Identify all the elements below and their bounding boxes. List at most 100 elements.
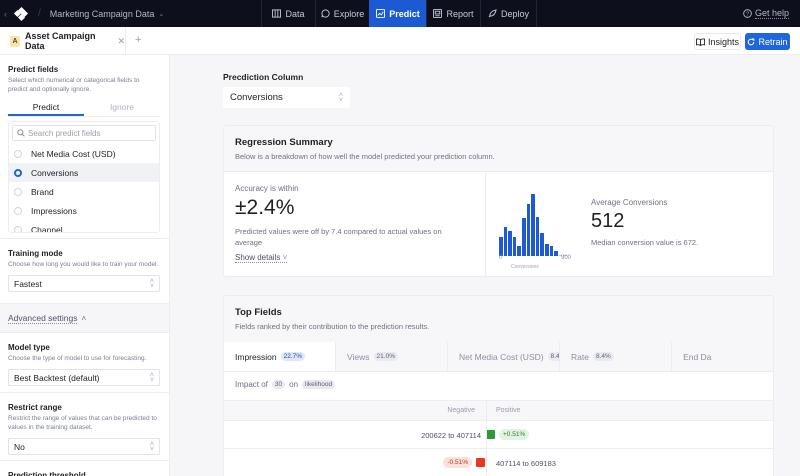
training-mode-select[interactable]: Fastest ˄ ˅ — [8, 275, 160, 292]
tab-asset-campaign-data[interactable]: A Asset Campaign Data ✕ — [0, 27, 126, 55]
section-description: Select which numerical or categorical fi… — [8, 77, 140, 93]
model-type-select[interactable]: Best Backtest (default) ˄ ˅ — [8, 369, 160, 386]
card-description: Fields ranked by their contribution to t… — [235, 322, 430, 331]
get-help-link[interactable]: ? Get help — [743, 0, 789, 27]
histogram-bar — [526, 203, 531, 256]
section-title: Model type — [8, 343, 50, 352]
nav-tab-deploy[interactable]: Deploy — [480, 0, 536, 27]
histogram-bar — [535, 216, 540, 256]
nav-tab-explore[interactable]: Explore — [315, 0, 369, 27]
table-row: -0.51% 407114 to 609183 — [224, 449, 773, 476]
x-tick-min: 0 — [499, 255, 503, 261]
histogram-bar — [508, 230, 512, 256]
section-title: Predict fields — [8, 65, 59, 74]
field-tab-views[interactable]: Views 21.0% — [336, 342, 449, 371]
field-option-impressions[interactable]: Impressions — [9, 201, 159, 220]
show-details-link[interactable]: Show details ˅ — [235, 253, 288, 263]
tab-predict[interactable]: Predict — [8, 99, 84, 116]
nav-tab-data[interactable]: Data — [261, 0, 315, 27]
center-divider — [486, 400, 487, 476]
column-positive: Positive — [496, 407, 521, 414]
tab-strip: A Asset Campaign Data ✕ + — [0, 27, 800, 55]
prediction-column-select[interactable]: Conversions ˄ ˅ — [223, 87, 350, 108]
radio-button-selected[interactable] — [14, 168, 22, 177]
field-tab-end-date[interactable]: End Da — [683, 351, 712, 362]
percent-badge: 21.0% — [373, 352, 398, 361]
report-icon — [433, 9, 443, 18]
x-axis-label: Conversions — [511, 264, 539, 270]
project-selector[interactable]: Marketing Campaign Data ⌄ — [50, 9, 164, 19]
section-description: Choose how long you would like to train … — [8, 261, 159, 268]
histogram-bar — [563, 254, 567, 256]
average-label: Average Conversions — [591, 198, 668, 207]
positive-bar — [486, 430, 495, 439]
regression-summary-card: Regression Summary Below is a breakdown … — [223, 125, 774, 277]
asset-badge: A — [10, 35, 21, 47]
histogram-bar — [558, 254, 563, 256]
conversions-histogram: 0 900 Conversions — [499, 173, 584, 276]
impact-count-badge[interactable]: 30 — [271, 380, 286, 389]
field-tab-rate[interactable]: Rate 8.4% — [560, 342, 673, 371]
impact-target-badge[interactable]: likelihood — [302, 380, 336, 389]
radio-button[interactable] — [14, 225, 22, 232]
radio-button[interactable] — [14, 187, 22, 196]
close-icon[interactable]: ✕ — [117, 35, 125, 46]
field-option-brand[interactable]: Brand — [9, 182, 159, 201]
field-option-channel[interactable]: Channel — [9, 220, 159, 232]
add-tab-plus-icon[interactable]: + — [135, 34, 142, 46]
radio-button[interactable] — [14, 206, 22, 215]
accuracy-panel: Accuracy is within ±2.4% Predicted value… — [224, 173, 486, 276]
field-option-conversions[interactable]: Conversions — [9, 163, 159, 182]
predict-field-list: Search predict fields Net Media Cost (US… — [8, 121, 160, 233]
section-description: Restrict the range of values that can be… — [8, 415, 157, 431]
updown-chevron-icon: ˄ ˅ — [149, 440, 154, 453]
radio-button[interactable] — [14, 149, 22, 158]
chat-icon — [321, 9, 330, 18]
nav-tab-report[interactable]: Report — [426, 0, 480, 27]
negative-bar — [476, 458, 485, 467]
histogram-bar — [499, 236, 503, 256]
histogram-bars — [499, 188, 579, 256]
x-tick-max: 900 — [561, 255, 572, 261]
nav-divider — [536, 0, 537, 27]
card-header: Regression Summary Below is a breakdown … — [224, 126, 773, 172]
field-tab-net-media-cost[interactable]: Net Media Cost (USD)8.4% — [448, 342, 561, 371]
search-icon — [17, 129, 25, 137]
field-tab-impression[interactable]: Impression 22.7% — [224, 342, 337, 371]
histogram-bar — [517, 245, 521, 256]
predict-ignore-tabs: Predict Ignore — [8, 99, 160, 117]
restrict-range-select[interactable]: No ˄ ˅ — [8, 438, 160, 455]
accuracy-label: Accuracy is within — [235, 184, 299, 193]
updown-chevron-icon: ˄ ˅ — [149, 371, 154, 384]
impact-badge: -0.51% — [443, 457, 472, 468]
impact-badge: +0.51% — [499, 429, 530, 440]
range-label: 200622 to 407114 — [421, 431, 481, 440]
svg-text:?: ? — [746, 12, 749, 18]
range-label: 407114 to 609183 — [496, 459, 556, 468]
rocket-icon — [488, 9, 497, 18]
restrict-range-section: Restrict range Restrict the range of val… — [0, 392, 169, 455]
search-predict-fields-input[interactable]: Search predict fields — [12, 125, 156, 141]
table-row: 200622 to 407114 +0.51% — [224, 421, 773, 449]
section-title: Training mode — [8, 249, 63, 258]
card-header: Top Fields Fields ranked by their contri… — [224, 296, 773, 342]
section-title: Restrict range — [8, 403, 62, 412]
advanced-settings-toggle[interactable]: Advanced settings ˄ — [0, 303, 169, 332]
field-option-net-media-cost[interactable]: Net Media Cost (USD) — [9, 144, 159, 163]
average-panel: Average Conversions 512 Median conversio… — [591, 198, 698, 247]
app-logo-icon[interactable] — [13, 6, 29, 21]
insights-button[interactable]: Insights — [694, 33, 741, 50]
book-icon — [696, 38, 705, 46]
card-title: Top Fields — [235, 307, 282, 318]
chevron-up-icon: ˄ — [81, 313, 87, 323]
card-description: Below is a breakdown of how well the mod… — [235, 152, 495, 161]
top-fields-card: Top Fields Fields ranked by their contri… — [223, 295, 774, 476]
retrain-button[interactable]: Retrain — [745, 33, 790, 50]
back-chevron-icon[interactable]: ‹ — [4, 8, 7, 19]
chevron-down-icon: ˅ — [282, 253, 288, 262]
percent-badge: 8.4% — [547, 352, 560, 361]
tab-ignore[interactable]: Ignore — [109, 102, 135, 112]
nav-tab-predict[interactable]: Predict — [369, 0, 426, 27]
prediction-threshold-section: Prediction threshold — [0, 460, 169, 476]
section-description: Choose the type of model to use for fore… — [8, 355, 147, 362]
